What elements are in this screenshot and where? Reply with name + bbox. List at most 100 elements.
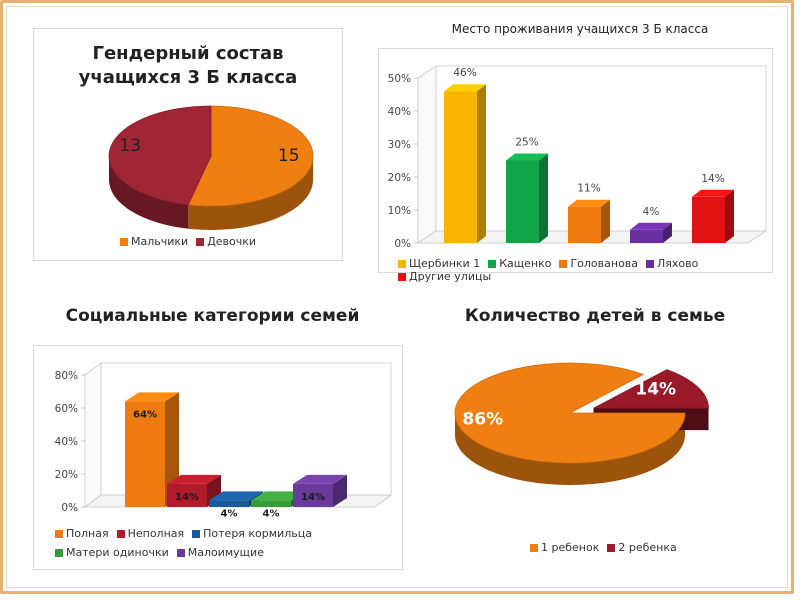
social-legend-label: Потеря кормильца [203, 527, 312, 540]
residence-legend-label: Голованова [570, 257, 639, 270]
gender-chart-title: Гендерный состав учащихся 3 Б класса [33, 42, 343, 90]
residence-legend-swatch [646, 259, 655, 268]
social-legend-item: Матери одиночки [55, 546, 169, 559]
social-bar-4 [293, 483, 333, 507]
residence-y-tick-label: 40% [388, 106, 411, 118]
social-bar-top-2 [209, 491, 263, 501]
children-legend-item: 1 ребенок [530, 541, 599, 554]
social-legend-item: Неполная [116, 527, 185, 540]
social-bar-1 [167, 483, 207, 507]
children-legend-swatch [530, 543, 538, 552]
social-legend-swatch [55, 548, 63, 557]
residence-legend-label: Кащенко [499, 257, 552, 270]
residence-bar-top-1 [506, 153, 548, 161]
social-legend-label: Неполная [127, 527, 185, 540]
residence-legend-item: Ляхово [646, 257, 698, 270]
social-legend-swatch [116, 529, 125, 538]
gender-chart-legend: Мальчики Девочки [120, 235, 340, 248]
residence-bar-3 [630, 229, 663, 243]
residence-legend-item: Другие улицы [398, 270, 491, 283]
residence-data-label: 46% [453, 67, 476, 79]
slide-frame-inner [6, 6, 788, 588]
children-slice-side [455, 413, 685, 485]
social-legend-swatch [176, 548, 185, 557]
social-legend-item: Потеря кормильца [192, 527, 312, 540]
social-side-wall [84, 362, 102, 508]
social-chart-legend: Полная Неполная Потеря кормильца Матери оди… [55, 527, 400, 559]
social-legend-label: Малоимущие [187, 546, 264, 559]
residence-bar-0 [444, 91, 477, 243]
social-y-tick-label: 80% [55, 370, 78, 382]
residence-bar-side-4 [725, 189, 734, 243]
residence-legend-label: Щербинки 1 [409, 257, 481, 270]
social-data-label: 64% [133, 409, 157, 420]
residence-legend-label: Другие улицы [409, 270, 492, 283]
residence-legend-swatch [559, 259, 568, 268]
social-data-label: 4% [263, 508, 280, 519]
children-legend-label: 1 ребенок [541, 541, 600, 554]
social-bar-side-4 [333, 474, 347, 507]
gender-slice-side [188, 156, 313, 230]
social-y-tick-label: 0% [61, 502, 78, 514]
residence-y-tick-label: 0% [394, 238, 411, 250]
residence-bar-2 [568, 206, 601, 243]
social-y-tick-label: 20% [55, 469, 78, 481]
social-legend-swatch [192, 529, 201, 538]
residence-bar-side-0 [477, 84, 486, 243]
children-data-label: 86% [462, 410, 503, 430]
gender-legend-label: Мальчики [131, 235, 189, 248]
residence-data-label: 4% [643, 206, 660, 218]
residence-bar-side-3 [663, 222, 672, 243]
gender-legend-swatch [196, 237, 205, 246]
gender-legend-swatch [120, 237, 128, 246]
residence-bar-top-3 [630, 222, 672, 230]
social-bar-side-0 [165, 392, 179, 507]
social-bar-top-1 [167, 474, 221, 484]
residence-data-label: 14% [701, 173, 724, 185]
social-bar-top-3 [251, 491, 305, 501]
residence-y-tick-label: 10% [388, 205, 411, 217]
gender-slice-side [109, 156, 189, 229]
social-data-label: 14% [301, 492, 325, 503]
gender-slice-1 [108, 105, 212, 206]
gender-legend-item: Девочки [196, 235, 256, 248]
residence-chart-title: Место проживания учащихся 3 Б класса [451, 22, 709, 36]
social-legend-item: Полная [55, 527, 109, 540]
social-bar-3 [251, 500, 291, 507]
children-chart-title: Количество детей в семье [464, 306, 726, 326]
residence-legend-swatch [398, 272, 406, 281]
residence-legend-item: Кащенко [488, 257, 551, 270]
gender-data-label: 13 [119, 136, 141, 156]
residence-side-wall [417, 65, 437, 244]
residence-bar-top-4 [692, 189, 734, 197]
residence-y-tick-label: 20% [388, 172, 411, 184]
residence-bar-top-0 [444, 84, 486, 92]
residence-data-label: 25% [515, 137, 538, 149]
residence-bar-1 [506, 160, 539, 243]
children-pie-chart: 86% 14% [454, 362, 709, 485]
children-legend-item: 2 ребенка [607, 541, 677, 554]
children-legend-swatch [607, 543, 616, 552]
residence-bar-top-2 [568, 199, 610, 207]
children-chart-legend: 1 ребенок 2 ребенка [530, 541, 750, 554]
social-data-label: 14% [175, 492, 199, 503]
social-y-tick-label: 60% [55, 403, 78, 415]
residence-bar-side-1 [539, 153, 548, 243]
residence-bar-4 [692, 196, 725, 243]
gender-data-label: 15 [278, 146, 300, 166]
social-bar-top-4 [293, 474, 347, 484]
gender-slice-0 [187, 105, 314, 207]
social-bar-2 [209, 500, 249, 507]
social-bar-top-0 [125, 392, 179, 402]
residence-legend-label: Ляхово [657, 257, 699, 270]
residence-bar-chart: 0% 10% 20% 30% 40% 50% 46% 25% 11% 4% 14% [388, 65, 768, 250]
children-data-label: 14% [635, 379, 676, 399]
gender-legend-item: Мальчики [120, 235, 188, 248]
social-legend-swatch [55, 529, 63, 538]
residence-y-tick-label: 50% [388, 73, 411, 85]
social-y-tick-label: 40% [55, 436, 78, 448]
children-slice-0 [454, 362, 686, 464]
social-legend-label: Полная [66, 527, 109, 540]
